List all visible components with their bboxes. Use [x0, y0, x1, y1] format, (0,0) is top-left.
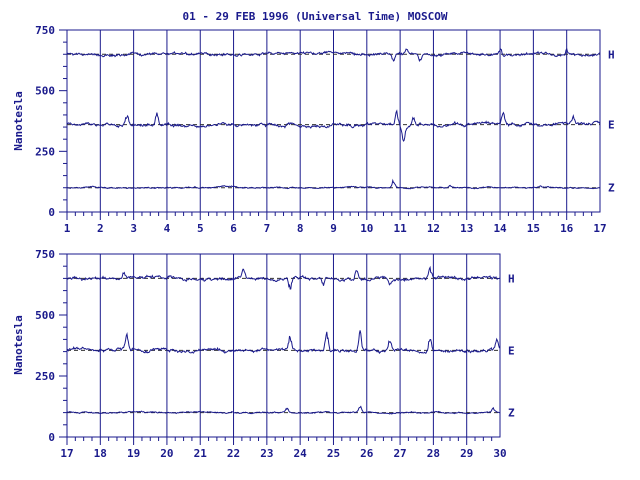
y-tick-label: 500 [35, 85, 55, 98]
x-tick-label: 26 [360, 447, 374, 460]
x-tick-label: 28 [427, 447, 440, 460]
x-tick-label: 27 [393, 447, 406, 460]
x-tick-label: 23 [260, 447, 273, 460]
y-tick-label: 250 [35, 145, 55, 158]
series-label-Z: Z [508, 407, 515, 420]
x-tick-label: 11 [394, 222, 408, 235]
x-tick-label: 2 [97, 222, 104, 235]
y-tick-label: 0 [48, 431, 55, 444]
y-tick-label: 0 [48, 206, 55, 219]
x-tick-label: 7 [264, 222, 271, 235]
x-tick-label: 19 [127, 447, 140, 460]
series-label-Z: Z [608, 182, 615, 195]
plot-frame [66, 253, 501, 438]
x-tick-label: 1 [64, 222, 71, 235]
y-tick-label: 750 [35, 248, 55, 261]
x-tick-label: 16 [560, 222, 574, 235]
x-tick-label: 6 [230, 222, 237, 235]
series-trace-Z [66, 178, 601, 190]
x-tick-label: 9 [330, 222, 337, 235]
x-tick-label: 17 [593, 222, 606, 235]
y-tick-label: 500 [35, 309, 55, 322]
series-trace-E [66, 109, 601, 142]
x-tick-label: 24 [294, 447, 308, 460]
series-label-E: E [608, 119, 615, 132]
y-axis-label: Nanotesla [12, 315, 25, 375]
x-tick-label: 13 [460, 222, 473, 235]
x-tick-label: 3 [130, 222, 137, 235]
x-tick-label: 18 [94, 447, 107, 460]
x-tick-label: 29 [460, 447, 473, 460]
series-label-H: H [508, 272, 515, 285]
chart-panel-1: 1 2 3 4 5 6 7 8 9 10 11 12 13 14 15 16 170250500750Nanot… [12, 24, 615, 235]
series-trace-E [66, 330, 501, 355]
x-tick-label: 21 [194, 447, 208, 460]
chart-title: 01 - 29 FEB 1996 (Universal Time) MOSCOW [183, 10, 448, 23]
x-tick-label: 8 [297, 222, 304, 235]
x-tick-label: 4 [164, 222, 171, 235]
y-axis-label: Nanotesla [12, 91, 25, 151]
x-tick-label: 12 [427, 222, 440, 235]
series-label-E: E [508, 344, 515, 357]
x-tick-label: 10 [360, 222, 373, 235]
series-label-H: H [608, 48, 615, 61]
chart-panel-2: 17 18 19 20 21 22 23 24 25 26 27 28 29 30 0 250 500 750 Na… [12, 248, 515, 460]
x-tick-label: 20 [160, 447, 173, 460]
x-tick-label: 22 [227, 447, 240, 460]
x-tick-label: 25 [327, 447, 340, 460]
y-tick-label: 250 [35, 370, 55, 383]
x-tick-label: 14 [493, 222, 507, 235]
series-trace-H [66, 47, 601, 63]
x-tick-label: 15 [527, 222, 540, 235]
x-tick-label: 30 [493, 447, 506, 460]
y-tick-label: 750 [35, 24, 55, 37]
x-tick-label: 5 [197, 222, 204, 235]
x-tick-label: 17 [60, 447, 73, 460]
series-trace-H [66, 265, 501, 290]
series-trace-Z [66, 405, 501, 415]
